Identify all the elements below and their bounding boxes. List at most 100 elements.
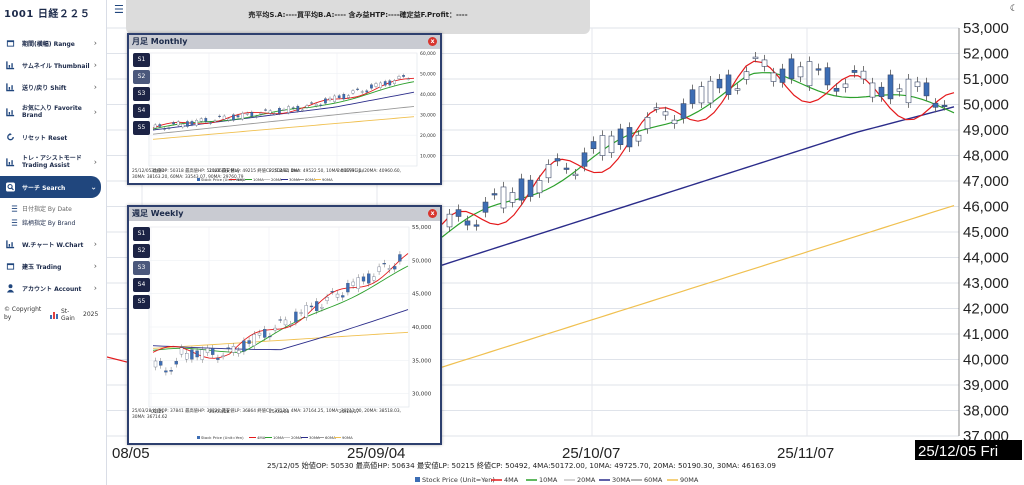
- legend-label: 20MA: [291, 435, 302, 440]
- sidebar-item-thumbnail[interactable]: サムネイル Thumbnail ›: [0, 54, 107, 76]
- sidebar-item-label: 建玉 Trading: [22, 263, 62, 271]
- hamburger-menu-icon[interactable]: ☰: [114, 3, 124, 16]
- sidebar-subitem-by-brand[interactable]: 銘柄指定 By Brand: [0, 215, 107, 229]
- candle: [190, 121, 194, 125]
- candle: [294, 311, 298, 323]
- monthly-series-buttons: S1 S2 S3 S4 S5: [133, 53, 150, 138]
- chevron-right-icon: ›: [93, 157, 97, 167]
- candle: [770, 72, 777, 82]
- candle: [482, 201, 489, 213]
- sidebar-item-label: リセット Reset: [22, 134, 68, 142]
- main-chart[interactable]: 53,000 52,000 51,000 50,000 49,000 48,000 47,0…: [107, 0, 1024, 485]
- close-icon[interactable]: x: [428, 209, 437, 218]
- candle: [287, 106, 290, 113]
- series-button-s2[interactable]: S2: [133, 70, 150, 84]
- y-tick-label: 49,000: [963, 122, 1009, 139]
- candle: [370, 84, 373, 89]
- plot-area: [148, 226, 410, 408]
- sidebar-item-search[interactable]: サーチ Search ⌄: [0, 176, 101, 198]
- candle: [680, 103, 687, 119]
- candle: [923, 82, 930, 97]
- candle: [360, 91, 364, 93]
- series-button-s3[interactable]: S3: [133, 87, 150, 101]
- candle: [167, 127, 171, 129]
- candle: [278, 108, 281, 114]
- candle: [247, 340, 251, 344]
- sidebar-item-range[interactable]: 期間(横幅) Range ›: [0, 32, 107, 54]
- monthly-panel-header[interactable]: 月足 Monthly x: [129, 35, 440, 49]
- candle: [305, 105, 309, 108]
- series-button-s1[interactable]: S1: [133, 53, 150, 67]
- candle: [671, 119, 678, 124]
- candle: [842, 83, 849, 88]
- candle: [815, 68, 822, 71]
- sidebar-item-wchart[interactable]: W.チャート W.Chart ›: [0, 233, 107, 255]
- user-icon: [6, 284, 15, 293]
- series-button-s1[interactable]: S1: [133, 227, 150, 241]
- candle: [205, 348, 210, 353]
- monthly-chart[interactable]: 60,000 50,000 40,000 30,000 20,000 10,000 31/0…: [129, 35, 440, 183]
- legend-label: 90MA: [342, 435, 353, 440]
- sidebar-item-trading-assist[interactable]: トレ・アシストモード Trading Assist ›: [0, 148, 107, 176]
- y-tick-label: 46,000: [963, 199, 1009, 216]
- monthly-info: 25/12/05 始値OP: 50318 最高値HP: 51028 最安値LP:…: [132, 169, 401, 180]
- candle: [250, 112, 254, 117]
- candle: [905, 78, 912, 104]
- list-icon: [11, 219, 18, 226]
- weekly-panel[interactable]: 55,000 50,000 45,000 40,000 35,000 30,000 01/2…: [127, 205, 442, 445]
- copyright-year: 2025: [83, 311, 99, 318]
- x-tick-label: 24/07/31 Jul: [337, 168, 364, 174]
- candle: [241, 112, 244, 120]
- x-tick-label: 21/05/31 May: [209, 168, 240, 174]
- candle: [644, 117, 651, 129]
- candle: [698, 86, 705, 104]
- sidebar-item-shift[interactable]: 送り/戻り Shift ›: [0, 76, 107, 98]
- chevron-right-icon: ›: [93, 239, 97, 249]
- series-button-s3[interactable]: S3: [133, 261, 150, 275]
- candle: [181, 123, 185, 128]
- candle: [406, 78, 410, 80]
- ma90-line: [441, 204, 955, 368]
- y-tick-label: 60,000: [420, 51, 436, 57]
- sidebar-item-account[interactable]: アカウント Account ›: [0, 277, 107, 299]
- ma30-line: [441, 106, 955, 266]
- candle: [896, 88, 903, 92]
- series-button-s5[interactable]: S5: [133, 121, 150, 135]
- candle: [824, 67, 831, 86]
- candle: [725, 74, 732, 95]
- weekly-panel-header[interactable]: 週足 Weekly x: [129, 207, 440, 221]
- sidebar-item-favorite[interactable]: お気に入り Favorite Brand ›: [0, 98, 107, 126]
- monthly-panel-title: 月足 Monthly: [132, 37, 188, 46]
- dark-mode-icon[interactable]: ☾: [1009, 4, 1018, 14]
- candle: [572, 173, 579, 176]
- candle: [222, 115, 226, 120]
- sidebar-item-trading[interactable]: 建玉 Trading ›: [0, 255, 107, 277]
- close-icon[interactable]: x: [428, 37, 437, 46]
- weekly-chart[interactable]: 55,000 50,000 45,000 40,000 35,000 30,000 01/2…: [129, 207, 440, 443]
- sidebar-subitem-by-date[interactable]: 日付指定 By Date: [0, 201, 107, 215]
- x-tick-label: 08/05: [112, 445, 150, 462]
- candle: [367, 273, 371, 284]
- candle: [204, 118, 208, 122]
- chart-icon: [6, 240, 15, 249]
- y-tick-label: 42,000: [963, 301, 1009, 318]
- candle: [581, 152, 588, 167]
- candle: [626, 127, 633, 148]
- x-tick-label: 01/21: [151, 409, 164, 415]
- sidebar-subitem-label: 日付指定 By Date: [22, 205, 72, 213]
- series-button-s4[interactable]: S4: [133, 104, 150, 118]
- brand-logo-icon: [50, 312, 58, 319]
- y-tick-label: 39,000: [963, 377, 1009, 394]
- series-button-s5[interactable]: S5: [133, 295, 150, 309]
- series-button-s4[interactable]: S4: [133, 278, 150, 292]
- sidebar-item-reset[interactable]: リセット Reset: [0, 126, 107, 148]
- series-button-s2[interactable]: S2: [133, 244, 150, 258]
- monthly-panel[interactable]: 60,000 50,000 40,000 30,000 20,000 10,000 31/0…: [127, 33, 442, 185]
- legend-swatch: [415, 477, 420, 482]
- candle: [319, 104, 323, 106]
- date-badge: 25/12/05 Fri: [918, 443, 998, 460]
- candle: [164, 370, 168, 373]
- candle: [914, 81, 921, 88]
- candle: [372, 276, 376, 281]
